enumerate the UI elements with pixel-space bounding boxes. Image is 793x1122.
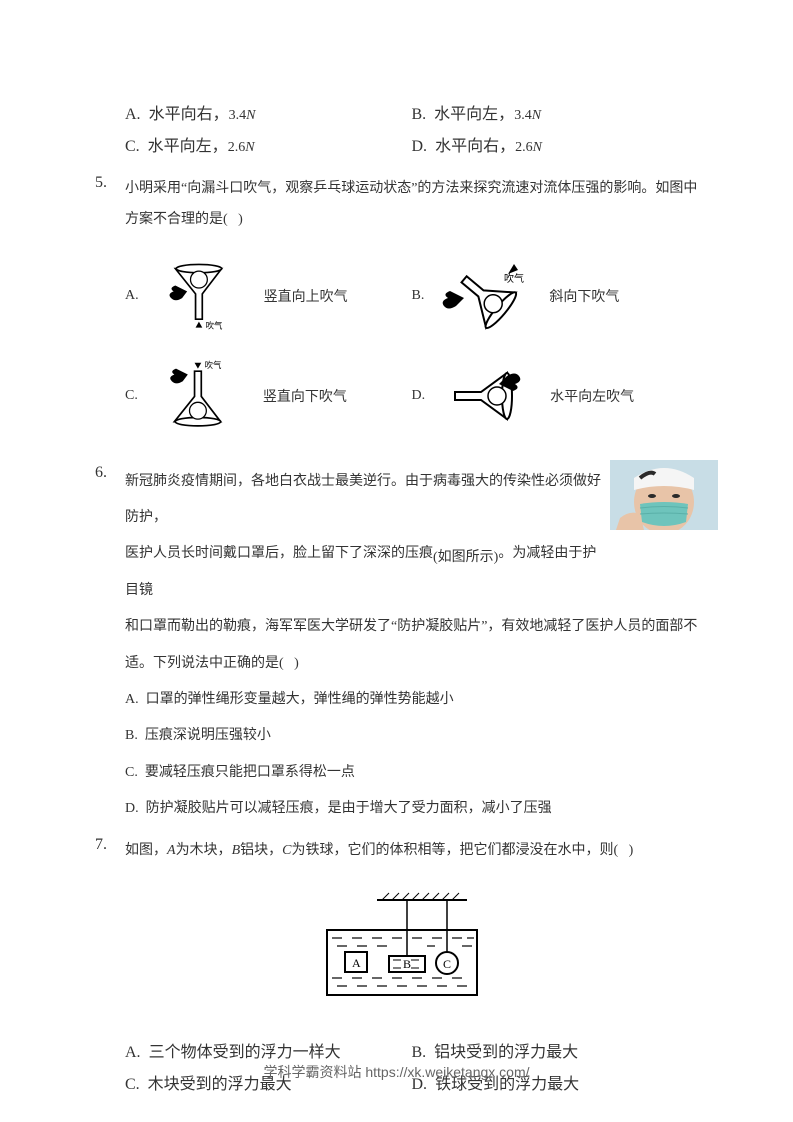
q4-options-row2: C. 水平向左， 2.6N D. 水平向右， 2.6N bbox=[95, 132, 698, 156]
q4-option-b: B. 水平向左， 3.4N bbox=[412, 100, 699, 124]
question-text: 小明采用“向漏斗口吹气，观察乒乓球运动状态”的方法来探究流速对流体压强的影响。如… bbox=[125, 174, 698, 236]
option-label: 竖直向上吹气 bbox=[264, 286, 348, 306]
option-value: 2.6 bbox=[228, 140, 246, 155]
funnel-horiz-icon bbox=[437, 356, 532, 436]
q6-stem: 6. 新冠肺炎疫情期间，各地白衣战士最美逆行。由于病毒强大的传染性必须做好防护，… bbox=[95, 464, 698, 828]
q6-line2: 医护人员长时间戴口罩后，脸上留下了深深的压痕(如图所示)。为减轻由于护目镜 bbox=[125, 536, 605, 609]
option-value: 3.4 bbox=[229, 108, 247, 123]
option-letter: A. bbox=[125, 288, 139, 304]
q5-option-a: A. 吹气 竖直向上吹气 bbox=[125, 256, 412, 336]
option-label: 斜向下吹气 bbox=[549, 286, 619, 306]
option-text: 三个物体受到的浮力一样大 bbox=[149, 1038, 341, 1062]
q6-option-b: B. 压痕深说明压强较小 bbox=[125, 718, 698, 754]
blow-label: 吹气 bbox=[205, 359, 222, 369]
option-unit: N bbox=[532, 108, 541, 123]
option-value: 3.4 bbox=[514, 108, 532, 123]
funnel-down-icon: 吹气 bbox=[150, 356, 245, 436]
funnel-diag-icon: 吹气 bbox=[436, 256, 531, 336]
block-c-label: C bbox=[443, 957, 451, 971]
question-number: 6. bbox=[95, 464, 125, 828]
option-letter: A. bbox=[125, 1044, 141, 1062]
q4-option-a: A. 水平向右， 3.4N bbox=[125, 100, 412, 124]
option-text: 水平向右， bbox=[435, 132, 515, 156]
q5-option-b: B. 吹气 斜向下吹气 bbox=[412, 256, 699, 336]
q6-option-a: A. 口罩的弹性绳形变量越大，弹性绳的弹性势能越小 bbox=[125, 682, 698, 718]
option-letter: D. bbox=[412, 388, 426, 404]
option-letter: B. bbox=[412, 288, 425, 304]
question-number: 5. bbox=[95, 174, 125, 236]
q4-option-c: C. 水平向左， 2.6N bbox=[125, 132, 412, 156]
q7-figure: A B C bbox=[95, 890, 698, 1010]
option-letter: C. bbox=[125, 388, 138, 404]
q5-option-d: D. 水平向左吹气 bbox=[412, 356, 699, 436]
q5-fig-row1: A. 吹气 竖直向上吹气 B. 吹气 斜向下吹气 bbox=[95, 256, 698, 336]
q5-option-c: C. 吹气 竖直向下吹气 bbox=[125, 356, 412, 436]
blow-label: 吹气 bbox=[504, 272, 524, 285]
question-number: 7. bbox=[95, 836, 125, 867]
q7-options-row1: A. 三个物体受到的浮力一样大 B. 铝块受到的浮力最大 bbox=[95, 1038, 698, 1062]
option-letter: B. bbox=[412, 1044, 427, 1062]
option-letter: B. bbox=[412, 106, 427, 124]
tank-diagram-icon: A B C bbox=[307, 890, 487, 1010]
option-text: 水平向左， bbox=[434, 100, 514, 124]
q6-option-c: C. 要减轻压痕只能把口罩系得松一点 bbox=[125, 755, 698, 791]
option-letter: A. bbox=[125, 106, 141, 124]
funnel-up-icon: 吹气 bbox=[151, 256, 246, 336]
block-b-label: B bbox=[403, 957, 411, 971]
option-value: 2.6 bbox=[515, 140, 533, 155]
q6-line1: 新冠肺炎疫情期间，各地白衣战士最美逆行。由于病毒强大的传染性必须做好防护， bbox=[125, 464, 605, 537]
option-text: 铝块受到的浮力最大 bbox=[434, 1038, 578, 1062]
option-letter: D. bbox=[412, 138, 428, 156]
option-text: 水平向右， bbox=[149, 100, 229, 124]
option-label: 竖直向下吹气 bbox=[263, 386, 347, 406]
page-footer: 学科学霸资料站 https://xk.weiketangx.com/ bbox=[0, 1062, 793, 1082]
q7-option-b: B. 铝块受到的浮力最大 bbox=[412, 1038, 699, 1062]
nurse-photo-icon bbox=[610, 460, 718, 530]
option-text: 水平向左， bbox=[148, 132, 228, 156]
question-text: 如图，A为木块，B铝块，C为铁球，它们的体积相等，把它们都浸没在水中，则( ) bbox=[125, 836, 698, 867]
option-unit: N bbox=[245, 140, 254, 155]
q5-fig-row2: C. 吹气 竖直向下吹气 D. 水平向左吹气 bbox=[95, 356, 698, 436]
block-a-label: A bbox=[352, 956, 361, 970]
q4-option-d: D. 水平向右， 2.6N bbox=[412, 132, 699, 156]
blow-label: 吹气 bbox=[205, 320, 222, 330]
q7-option-a: A. 三个物体受到的浮力一样大 bbox=[125, 1038, 412, 1062]
option-unit: N bbox=[246, 108, 255, 123]
option-letter: C. bbox=[125, 138, 140, 156]
q5-stem: 5. 小明采用“向漏斗口吹气，观察乒乓球运动状态”的方法来探究流速对流体压强的影… bbox=[95, 174, 698, 236]
q7-stem: 7. 如图，A为木块，B铝块，C为铁球，它们的体积相等，把它们都浸没在水中，则(… bbox=[95, 836, 698, 867]
option-label: 水平向左吹气 bbox=[550, 386, 634, 406]
q6-option-d: D. 防护凝胶贴片可以减轻压痕，是由于增大了受力面积，减小了压强 bbox=[125, 791, 698, 827]
option-unit: N bbox=[533, 140, 542, 155]
q6-line3: 和口罩而勒出的勒痕，海军军医大学研发了“防护凝胶贴片”，有效地减轻了医护人员的面… bbox=[125, 609, 698, 682]
q4-options-row1: A. 水平向右， 3.4N B. 水平向左， 3.4N bbox=[95, 100, 698, 124]
